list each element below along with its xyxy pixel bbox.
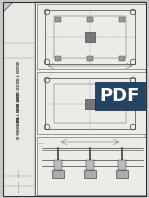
Bar: [37, 72, 146, 134]
Text: FOOTING & COLUMN LAYOUT: FOOTING & COLUMN LAYOUT: [17, 93, 21, 127]
Bar: [87, 17, 93, 22]
Bar: [95, 82, 145, 110]
Bar: [54, 16, 126, 58]
Bar: [84, 170, 96, 178]
Bar: [85, 99, 95, 109]
Bar: [55, 17, 61, 22]
Bar: [116, 170, 128, 178]
Bar: [86, 160, 94, 170]
Bar: [3, 2, 35, 196]
Bar: [35, 2, 146, 196]
Text: IN PHASE 1 AREA: IN PHASE 1 AREA: [17, 117, 21, 139]
Text: SECT.: SECT.: [39, 143, 45, 144]
Polygon shape: [3, 2, 13, 12]
Bar: [87, 56, 93, 61]
Bar: [85, 32, 95, 42]
Bar: [52, 170, 64, 178]
Bar: [37, 4, 146, 69]
Bar: [55, 56, 61, 61]
Text: PDF: PDF: [100, 87, 140, 105]
Polygon shape: [3, 2, 13, 12]
Bar: [118, 160, 126, 170]
Bar: [54, 160, 62, 170]
Bar: [45, 10, 135, 64]
Text: A-A: A-A: [39, 146, 43, 147]
Bar: [37, 137, 146, 195]
Bar: [119, 17, 125, 22]
Text: 30.05.13 - Rev.0: 30.05.13 - Rev.0: [18, 170, 20, 192]
Text: SKETCH SHOWING EXISTING & PROPOSED: SKETCH SHOWING EXISTING & PROPOSED: [17, 61, 21, 111]
Bar: [54, 84, 126, 123]
Bar: [119, 56, 125, 61]
Bar: [45, 78, 135, 129]
